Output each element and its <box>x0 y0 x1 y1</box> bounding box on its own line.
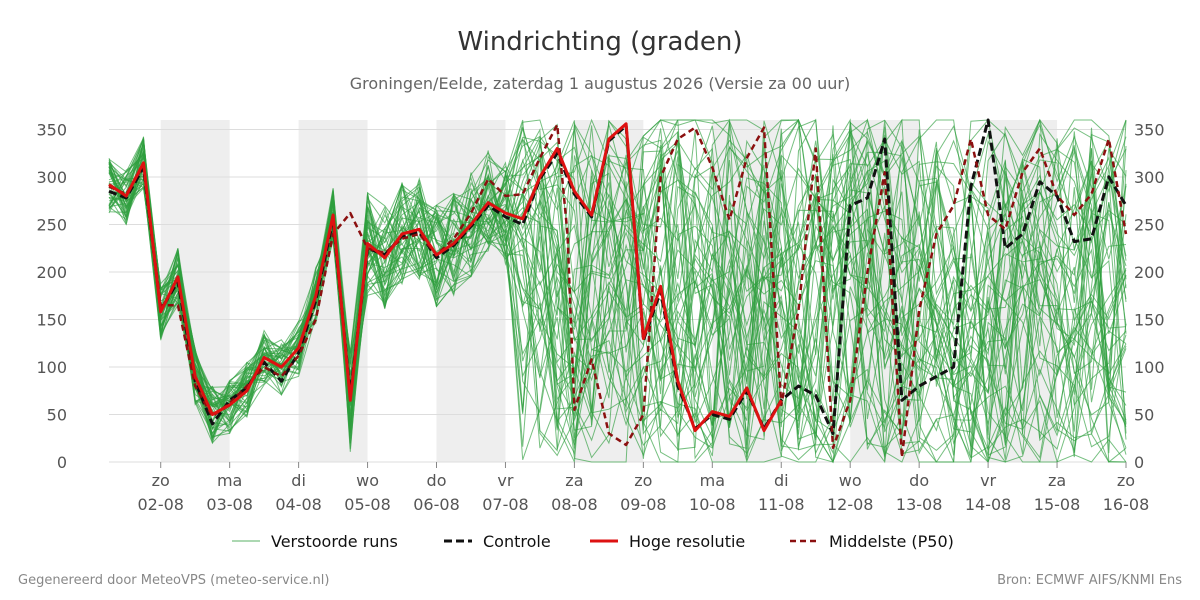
y-tick-label-left: 100 <box>36 358 67 377</box>
x-tick-day: wo <box>839 471 862 490</box>
x-tick-day: do <box>909 471 929 490</box>
y-tick-label-right: 100 <box>1134 358 1165 377</box>
main-series <box>108 118 1128 459</box>
footer-generator: Gegenereerd door MeteoVPS (meteo-service… <box>18 573 329 588</box>
x-tick-date: 06-08 <box>413 495 460 514</box>
x-tick-day: do <box>427 471 447 490</box>
y-tick-label-right: 350 <box>1134 121 1165 140</box>
x-tick-day: zo <box>152 471 170 490</box>
x-tick-day: zo <box>634 471 652 490</box>
y-tick-label-right: 300 <box>1134 168 1165 187</box>
x-tick-day: vr <box>497 471 513 490</box>
x-tick-day: di <box>291 471 306 490</box>
y-tick-label-right: 0 <box>1134 453 1144 472</box>
x-tick-date: 09-08 <box>620 495 667 514</box>
x-tick-day: ma <box>700 471 725 490</box>
footer-source: Bron: ECMWF AIFS/KNMI Ens <box>997 573 1182 588</box>
x-tick-day: ma <box>217 471 242 490</box>
ensemble-run-line <box>108 119 1127 462</box>
y-tick-label-right: 150 <box>1134 311 1165 330</box>
y-tick-label-left: 350 <box>36 121 67 140</box>
x-tick-date: 03-08 <box>206 495 253 514</box>
legend-label-control: Controle <box>483 532 551 551</box>
x-tick-date: 08-08 <box>551 495 598 514</box>
x-tick-date: 05-08 <box>344 495 391 514</box>
y-tick-label-right: 250 <box>1134 216 1165 235</box>
x-tick-date: 12-08 <box>827 495 874 514</box>
ensemble-run-line <box>108 129 1127 464</box>
y-tick-label-right: 50 <box>1134 406 1154 425</box>
y-tick-label-left: 200 <box>36 263 67 282</box>
x-tick-day: di <box>774 471 789 490</box>
x-tick-day: wo <box>356 471 379 490</box>
x-tick-date: 16-08 <box>1103 495 1150 514</box>
x-tick-date: 14-08 <box>965 495 1012 514</box>
x-tick-date: 07-08 <box>482 495 529 514</box>
x-tick-day: za <box>565 471 583 490</box>
axes: 0 0 50 50 100 100 150 150 200 200 250 250 300 300 350 3… <box>36 121 1164 515</box>
y-tick-label-left: 50 <box>47 406 67 425</box>
ensemble-run-line <box>108 161 1127 464</box>
y-tick-label-left: 300 <box>36 168 67 187</box>
legend-label-ensemble: Verstoorde runs <box>271 532 398 551</box>
ensemble-run-line <box>108 120 1127 449</box>
ensemble-run-line <box>108 138 1127 463</box>
y-tick-label-left: 150 <box>36 311 67 330</box>
ensemble-run-line <box>108 118 1127 459</box>
x-tick-day: zo <box>1117 471 1135 490</box>
x-tick-date: 15-08 <box>1034 495 1081 514</box>
x-tick-date: 13-08 <box>896 495 943 514</box>
ensemble-run-line <box>108 152 1127 452</box>
ensemble-run-line <box>108 120 1127 463</box>
x-tick-date: 02-08 <box>137 495 184 514</box>
ensemble-run-line <box>108 118 1127 424</box>
ensemble-run-line <box>108 130 1127 453</box>
chart-subtitle: Groningen/Eelde, zaterdag 1 augustus 202… <box>350 74 850 93</box>
legend-label-median: Middelste (P50) <box>829 532 954 551</box>
ensemble-run-line <box>108 139 1127 455</box>
x-tick-day: vr <box>980 471 996 490</box>
x-tick-date: 10-08 <box>689 495 736 514</box>
legend-label-high-res: Hoge resolutie <box>629 532 745 551</box>
median-line <box>108 123 1128 459</box>
x-tick-date: 04-08 <box>275 495 322 514</box>
day-band <box>436 120 506 462</box>
legend: Verstoorde runs Controle Hoge resolutie … <box>232 532 954 551</box>
y-tick-label-left: 0 <box>57 453 67 472</box>
ensemble-run-line <box>108 119 1127 451</box>
y-tick-label-left: 250 <box>36 216 67 235</box>
x-tick-date: 11-08 <box>758 495 805 514</box>
chart-title: Windrichting (graden) <box>457 27 742 57</box>
x-tick-day: za <box>1048 471 1066 490</box>
y-tick-label-right: 200 <box>1134 263 1165 282</box>
high-res-line <box>108 122 783 433</box>
ensemble-run-line <box>108 133 1127 463</box>
